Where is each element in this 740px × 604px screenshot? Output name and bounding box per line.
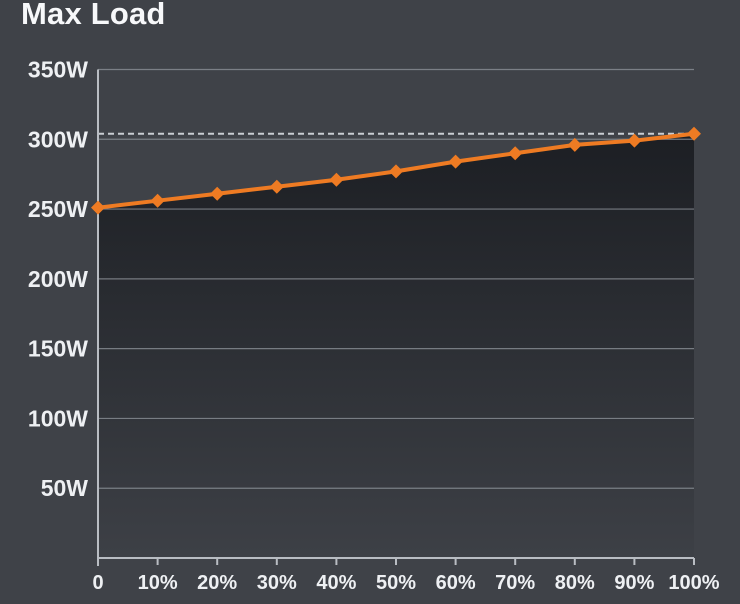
x-axis-tick-label: 50% <box>376 572 416 594</box>
data-point-marker <box>269 179 284 194</box>
data-point-marker <box>567 137 582 152</box>
data-point-marker <box>389 164 403 179</box>
data-point-marker <box>210 186 225 201</box>
x-axis-tick-label: 30% <box>257 572 297 594</box>
x-axis-tick-label: 10% <box>138 572 178 594</box>
y-axis-tick-label: 200W <box>28 266 88 292</box>
data-point-marker <box>150 193 165 208</box>
x-axis-tick-label: 80% <box>555 572 595 594</box>
x-axis-tick-label: 100% <box>668 572 719 594</box>
y-axis-tick-label: 250W <box>28 196 88 222</box>
y-axis-tick-label: 150W <box>28 336 88 362</box>
x-axis-tick-label: 0 <box>92 572 103 594</box>
data-point-marker <box>627 133 642 148</box>
data-point-marker <box>508 146 523 161</box>
y-axis-tick-label: 50W <box>41 475 89 501</box>
x-axis-tick-label: 90% <box>614 572 654 594</box>
data-point-marker <box>448 154 463 169</box>
x-axis-tick-label: 40% <box>316 572 356 594</box>
y-axis-tick-label: 300W <box>28 126 88 152</box>
x-axis-tick-label: 20% <box>197 572 237 594</box>
chart-title: Max Load <box>21 0 166 31</box>
data-point-marker <box>91 200 105 215</box>
data-point-marker <box>687 126 701 141</box>
y-axis-tick-label: 100W <box>28 405 88 431</box>
y-axis-tick-label: 350W <box>28 57 88 83</box>
x-axis-tick-label: 70% <box>495 572 535 594</box>
area-fill <box>98 133 694 558</box>
data-point-marker <box>329 172 344 187</box>
x-axis-tick-label: 60% <box>436 572 476 594</box>
